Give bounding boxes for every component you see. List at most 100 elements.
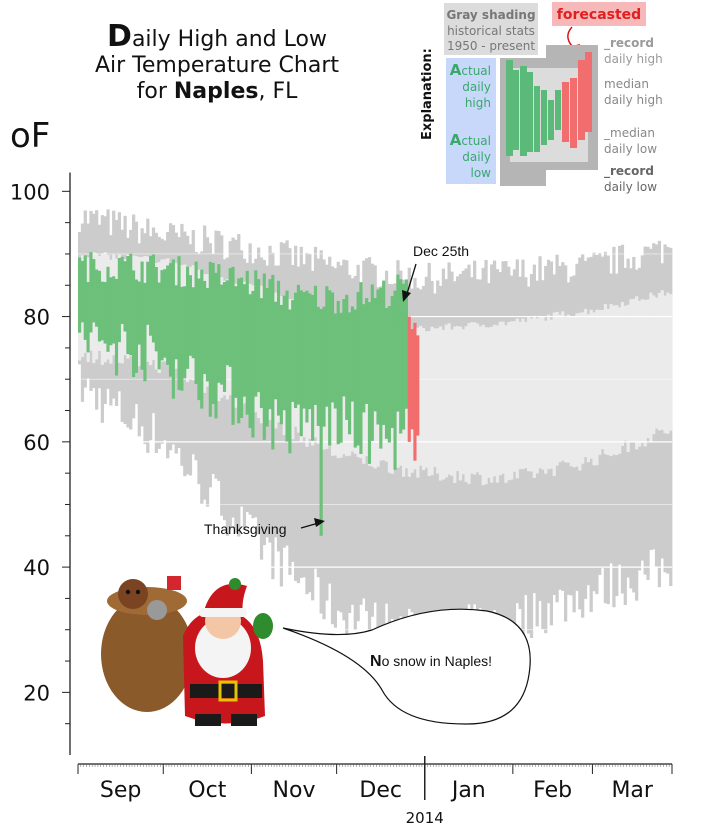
median-range-bar — [490, 326, 494, 483]
y-tick-label: 20 — [23, 681, 50, 705]
actual-temp-bar — [140, 261, 144, 370]
x-month-label: Nov — [273, 778, 316, 803]
actual-temp-bar — [180, 286, 184, 391]
median-range-bar — [606, 308, 610, 456]
holly — [229, 578, 241, 590]
actual-temp-bar — [299, 290, 303, 437]
median-range-bar — [501, 321, 505, 474]
actual-temp-bar — [149, 255, 153, 336]
legend-record-low-l1: _record — [604, 164, 654, 179]
x-month-label: Feb — [533, 778, 572, 803]
actual-temp-bar — [92, 259, 96, 323]
actual-temp-bar — [163, 269, 167, 358]
speech-bubble-text: No snow in Naples! — [370, 653, 492, 670]
actual-temp-bar — [197, 278, 201, 401]
median-range-bar — [569, 316, 573, 467]
title-first-letter: D — [107, 19, 132, 54]
actual-temp-bar — [262, 273, 266, 440]
median-range-bar — [453, 326, 457, 483]
x-month-label: Jan — [450, 778, 486, 803]
median-range-bar — [649, 292, 653, 443]
median-range-bar — [669, 294, 673, 431]
santa-boot — [195, 714, 221, 726]
actual-temp-bar — [100, 281, 104, 341]
x-month-label: Sep — [100, 778, 141, 803]
median-range-bar — [546, 314, 551, 470]
actual-temp-bar — [186, 266, 190, 369]
actual-temp-bar — [151, 254, 156, 343]
median-range-bar — [541, 315, 545, 470]
median-range-bar — [481, 324, 485, 486]
median-range-bar — [598, 309, 602, 455]
actual-temp-bar — [154, 266, 158, 352]
actual-temp-bar — [231, 266, 235, 425]
actual-temp-bar — [248, 294, 252, 428]
actual-temp-bar — [112, 276, 116, 344]
actual-temp-bar — [276, 280, 281, 416]
forecast-temp-bar — [416, 335, 420, 436]
actual-temp-bar — [268, 279, 272, 410]
actual-temp-bar — [274, 301, 278, 400]
median-range-bar — [512, 321, 517, 472]
median-range-bar — [487, 327, 491, 478]
legend-sample-actual-bar — [548, 100, 554, 140]
actual-temp-bar — [353, 309, 357, 448]
actual-temp-bar — [191, 287, 195, 359]
legend-sample-actual-bar — [513, 70, 519, 150]
record-range-bar — [379, 286, 383, 644]
annotations: Dec 25th Thanksgiving No snow in Naples! — [204, 243, 531, 725]
santa-belt — [190, 684, 262, 698]
median-range-bar — [484, 327, 488, 485]
median-range-bar — [507, 322, 511, 481]
actual-temp-bar — [234, 286, 238, 398]
actual-temp-bar — [166, 265, 170, 365]
median-range-bar — [626, 304, 630, 452]
actual-temp-bar — [376, 289, 380, 425]
actual-temp-bar — [188, 275, 192, 356]
median-range-bar — [635, 296, 639, 450]
median-range-bar — [666, 292, 670, 434]
actual-temp-bar — [404, 279, 408, 409]
actual-temp-bar — [279, 304, 283, 425]
x-month-label: Dec — [359, 778, 402, 803]
santa-hat — [203, 583, 247, 614]
legend-gray-sub1: historical stats — [447, 24, 535, 38]
legend-sample-forecast-bar — [578, 60, 585, 140]
hat-trim — [199, 608, 247, 617]
legend-median-low-l1: _median — [603, 126, 655, 140]
median-range-bar — [663, 295, 667, 434]
legend-sample-actual-bar — [534, 86, 540, 152]
actual-temp-bar — [348, 312, 352, 435]
median-range-bar — [575, 313, 579, 467]
y-tick-label: 80 — [23, 306, 50, 330]
median-range-bar — [473, 322, 477, 475]
median-range-bar — [555, 311, 559, 466]
actual-temp-bar — [168, 263, 173, 377]
actual-temp-bar — [302, 292, 306, 409]
annotation-dec25-arrow — [405, 263, 417, 298]
median-range-bar — [430, 326, 434, 476]
actual-temp-bar — [103, 282, 107, 344]
santa-illustration — [101, 576, 273, 726]
actual-temp-bar — [214, 272, 218, 419]
actual-temp-bar — [328, 290, 332, 446]
median-range-bar — [464, 326, 468, 483]
legend-record-high-l1: _record — [604, 36, 654, 51]
median-range-bar — [436, 328, 440, 474]
median-range-bar — [424, 331, 428, 468]
actual-temp-bar — [382, 280, 386, 425]
median-range-bar — [646, 299, 650, 439]
median-range-bar — [498, 321, 502, 476]
y-unit-label: oF — [10, 116, 51, 156]
actual-temp-bar — [146, 261, 150, 325]
annotation-thanksgiving: Thanksgiving — [204, 521, 287, 537]
median-range-bar — [470, 322, 474, 474]
median-range-bar — [640, 299, 644, 444]
axes: 20 40 60 80 100 Sep Oct Nov Dec Jan Feb Mar 2014 — [10, 172, 673, 827]
median-range-bar — [504, 325, 508, 483]
actual-temp-bar — [134, 279, 138, 373]
actual-temp-bar — [78, 257, 82, 333]
actual-temp-bar — [336, 300, 340, 445]
actual-temp-bar — [390, 296, 394, 429]
actual-temp-bar — [203, 280, 207, 375]
